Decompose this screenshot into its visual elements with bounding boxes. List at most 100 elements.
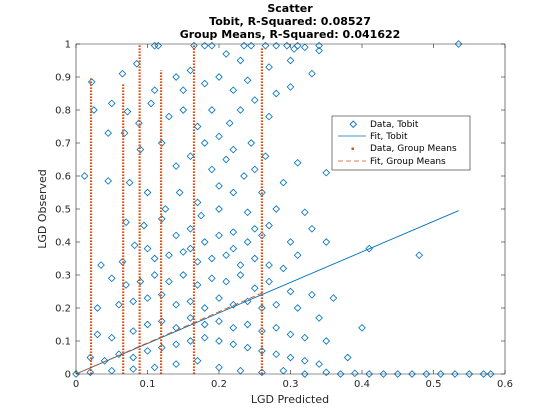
tobit-point — [129, 353, 138, 362]
tobit-point — [143, 320, 152, 329]
tobit-point — [157, 290, 166, 299]
tobit-point — [175, 188, 184, 197]
tobit-point — [143, 244, 152, 253]
tobit-point — [243, 238, 252, 246]
tobit-point — [258, 304, 266, 312]
tobit-point — [229, 86, 238, 95]
tobit-point — [279, 178, 288, 187]
tobit-point — [415, 251, 424, 260]
tobit-point — [118, 257, 127, 266]
tobit-point — [172, 231, 180, 240]
tobit-point — [236, 56, 245, 65]
y-tick-label: 0.9 — [55, 73, 71, 84]
tobit-point — [351, 369, 359, 378]
tobit-point — [129, 365, 138, 373]
tobit-point — [215, 182, 223, 190]
tobit-point — [200, 304, 209, 312]
tobit-point — [229, 244, 238, 253]
legend-label-data-tobit: Data, Tobit — [370, 120, 419, 130]
tobit-point — [172, 300, 180, 309]
tobit-point — [208, 254, 216, 263]
x-tick-label: 0.6 — [497, 379, 513, 390]
fit-lines — [75, 210, 459, 375]
tobit-point — [193, 122, 202, 131]
tobit-point — [165, 277, 173, 286]
tobit-point — [208, 274, 216, 283]
tobit-point — [179, 248, 188, 256]
x-tick-label: 0 — [73, 379, 79, 390]
tobit-point — [286, 287, 295, 296]
tobit-point — [265, 261, 273, 269]
tobit-point — [215, 317, 223, 326]
tobit-point — [250, 224, 259, 233]
tobit-point — [422, 370, 431, 378]
tobit-point — [293, 251, 302, 260]
tobit-point — [272, 300, 281, 309]
tobit-point — [229, 188, 238, 197]
tobit-point — [286, 238, 295, 246]
tobit-point — [315, 314, 323, 322]
tobit-point — [161, 205, 170, 213]
y-tick-label: 0.8 — [55, 106, 71, 117]
tobit-point — [222, 155, 230, 164]
tobit-point — [225, 119, 234, 128]
tobit-point — [165, 112, 173, 121]
tobit-point — [215, 73, 223, 81]
tobit-point — [129, 297, 138, 306]
tobit-point — [208, 165, 216, 174]
tobit-point — [393, 370, 402, 378]
tobit-point — [123, 107, 132, 116]
tobit-point — [286, 330, 295, 339]
tobit-point — [308, 290, 316, 299]
tobit-point — [272, 89, 281, 98]
chart-title: Scatter — [267, 2, 313, 15]
tobit-point — [365, 244, 373, 253]
tobit-point — [193, 257, 202, 266]
tobit-point — [290, 45, 298, 53]
fit-tobit-line — [75, 210, 459, 375]
tobit-point — [272, 205, 281, 213]
tobit-point — [436, 370, 445, 378]
x-tick-label: 0.3 — [283, 379, 299, 390]
tobit-point — [215, 132, 223, 141]
tobit-point — [186, 244, 195, 253]
tobit-point — [258, 347, 266, 355]
tobit-point — [179, 271, 188, 279]
tobit-point — [186, 66, 195, 75]
tobit-point — [200, 333, 209, 342]
tobit-point — [365, 370, 373, 378]
tobit-point — [236, 261, 245, 269]
tobit-point — [186, 152, 195, 161]
tobit-point — [172, 162, 180, 170]
legend-label-fit-group-means: Fit, Group Means — [370, 157, 446, 167]
tobit-point — [200, 320, 209, 329]
x-tick-label: 0.1 — [140, 379, 156, 390]
tobit-point — [300, 333, 309, 342]
tobit-point — [240, 172, 248, 180]
tobit-point — [150, 86, 159, 95]
tobit-point — [222, 50, 230, 58]
tobit-point — [186, 297, 195, 306]
tobit-point — [143, 347, 152, 355]
tobit-point — [215, 363, 223, 372]
tobit-point — [258, 327, 266, 335]
tobit-point — [315, 360, 323, 368]
tobit-point — [479, 370, 488, 378]
tobit-point — [272, 323, 281, 332]
tobit-point — [229, 340, 238, 349]
tobit-point — [197, 211, 205, 220]
tobit-point — [286, 353, 295, 362]
tobit-point — [122, 218, 130, 227]
tobit-point — [243, 208, 252, 217]
x-ticks: 0 0.1 0.2 0.3 0.4 0.5 0.6 — [73, 44, 513, 390]
tobit-point — [143, 294, 152, 302]
tobit-point — [80, 172, 89, 180]
tobit-point — [215, 337, 223, 345]
tobit-point — [229, 228, 238, 236]
tobit-point — [265, 112, 273, 121]
tobit-point — [322, 238, 331, 246]
tobit-point — [172, 360, 180, 368]
tobit-point — [236, 271, 245, 279]
tobit-point — [229, 323, 238, 332]
